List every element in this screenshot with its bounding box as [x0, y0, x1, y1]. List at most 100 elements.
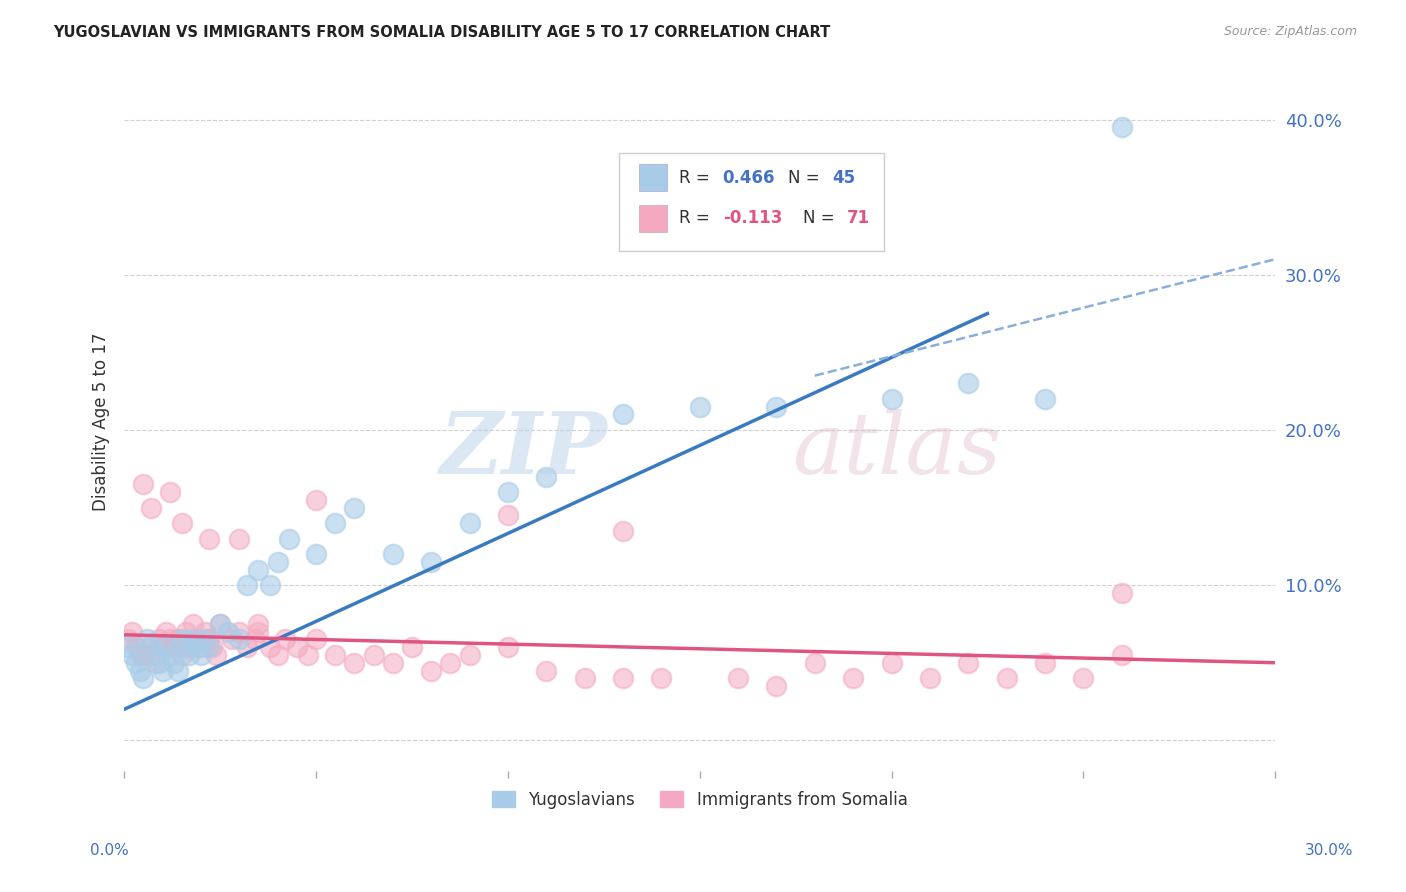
Point	[880, 392, 903, 406]
Point	[148, 656, 170, 670]
Point	[128, 664, 150, 678]
Point	[155, 640, 177, 655]
Point	[121, 648, 143, 662]
Point	[139, 500, 162, 515]
Point	[247, 563, 270, 577]
Point	[420, 664, 443, 678]
Point	[228, 532, 250, 546]
Point	[186, 632, 208, 647]
Point	[612, 671, 634, 685]
Point	[880, 656, 903, 670]
Point	[439, 656, 461, 670]
Text: Source: ZipAtlas.com: Source: ZipAtlas.com	[1223, 25, 1357, 38]
Text: 45: 45	[832, 169, 855, 186]
Point	[458, 516, 481, 530]
Point	[221, 632, 243, 647]
Point	[266, 648, 288, 662]
Point	[181, 632, 204, 647]
Point	[259, 640, 281, 655]
Text: 30.0%: 30.0%	[1305, 843, 1353, 857]
Point	[159, 648, 181, 662]
Point	[174, 624, 197, 639]
Point	[190, 640, 212, 655]
Text: R =: R =	[679, 210, 716, 227]
Point	[496, 485, 519, 500]
Y-axis label: Disability Age 5 to 17: Disability Age 5 to 17	[93, 333, 110, 511]
Point	[278, 532, 301, 546]
Point	[125, 656, 148, 670]
Point	[139, 648, 162, 662]
Point	[170, 516, 193, 530]
Point	[159, 632, 181, 647]
Point	[197, 632, 219, 647]
Point	[727, 671, 749, 685]
Point	[305, 492, 328, 507]
Point	[163, 640, 186, 655]
Point	[170, 648, 193, 662]
Point	[217, 624, 239, 639]
Point	[842, 671, 865, 685]
Point	[343, 656, 366, 670]
Point	[197, 532, 219, 546]
Point	[995, 671, 1018, 685]
Text: atlas: atlas	[792, 409, 1001, 491]
Point	[128, 648, 150, 662]
Point	[190, 648, 212, 662]
Point	[536, 469, 558, 483]
Point	[612, 524, 634, 538]
Point	[536, 664, 558, 678]
Point	[804, 656, 827, 670]
Point	[1111, 120, 1133, 135]
Point	[689, 400, 711, 414]
Point	[205, 648, 228, 662]
FancyBboxPatch shape	[619, 153, 884, 251]
Point	[1111, 586, 1133, 600]
Point	[297, 648, 319, 662]
Point	[381, 547, 404, 561]
Point	[650, 671, 672, 685]
Point	[179, 648, 201, 662]
Point	[401, 640, 423, 655]
Point	[117, 640, 139, 655]
Point	[243, 632, 266, 647]
Point	[174, 640, 197, 655]
Point	[765, 679, 787, 693]
Point	[496, 508, 519, 523]
Text: R =: R =	[679, 169, 716, 186]
FancyBboxPatch shape	[638, 205, 668, 232]
Point	[209, 616, 232, 631]
Point	[228, 632, 250, 647]
Point	[574, 671, 596, 685]
Point	[247, 624, 270, 639]
Legend: Yugoslavians, Immigrants from Somalia: Yugoslavians, Immigrants from Somalia	[485, 784, 914, 815]
Point	[918, 671, 941, 685]
Point	[496, 640, 519, 655]
Point	[132, 477, 155, 491]
Text: 71: 71	[846, 210, 870, 227]
Point	[363, 648, 385, 662]
Point	[136, 640, 159, 655]
Point	[139, 640, 162, 655]
Point	[957, 656, 980, 670]
Point	[323, 516, 346, 530]
Point	[159, 485, 181, 500]
Point	[143, 648, 166, 662]
Point	[132, 671, 155, 685]
Point	[136, 632, 159, 647]
Point	[1033, 656, 1056, 670]
FancyBboxPatch shape	[638, 164, 668, 191]
Point	[236, 640, 259, 655]
Point	[143, 656, 166, 670]
Text: N =: N =	[803, 210, 841, 227]
Point	[266, 555, 288, 569]
Point	[274, 632, 297, 647]
Point	[458, 648, 481, 662]
Point	[117, 632, 139, 647]
Point	[209, 616, 232, 631]
Point	[1073, 671, 1095, 685]
Point	[343, 500, 366, 515]
Point	[148, 632, 170, 647]
Point	[228, 624, 250, 639]
Point	[1111, 648, 1133, 662]
Text: N =: N =	[789, 169, 825, 186]
